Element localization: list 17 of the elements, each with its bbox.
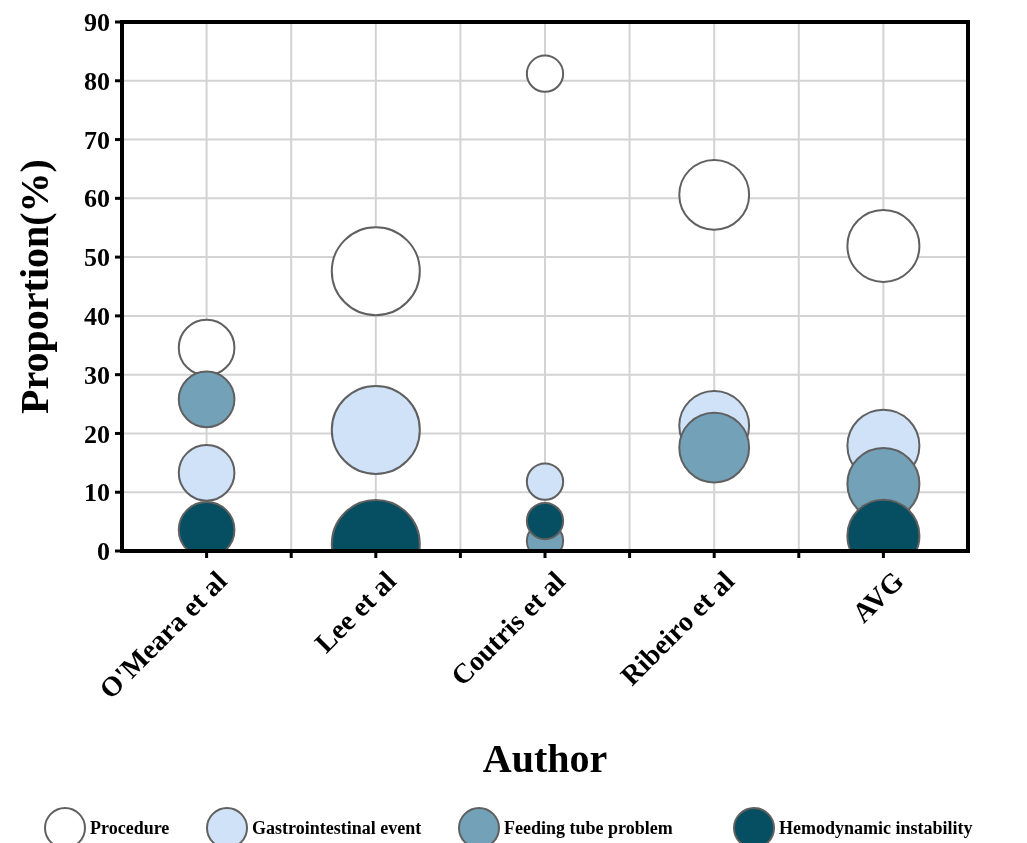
y-axis-title: Proportion(%) (12, 159, 57, 414)
legend-label: Hemodynamic instability (779, 818, 973, 839)
y-tick-label: 30 (84, 360, 110, 390)
legend-label: Gastrointestinal event (252, 818, 422, 839)
y-tick-label: 20 (84, 419, 110, 449)
y-tick-label: 0 (97, 537, 110, 567)
y-tick-label: 80 (84, 66, 110, 96)
y-tick-label: 10 (84, 478, 110, 508)
x-tick-label: Lee et al (308, 565, 403, 659)
y-tick-label: 40 (84, 301, 110, 331)
y-tick-label: 60 (84, 184, 110, 214)
y-tick-label: 70 (84, 125, 110, 155)
y-tick-label: 50 (84, 243, 110, 273)
legend-label: Procedure (90, 818, 170, 839)
y-tick-label: 90 (84, 8, 110, 38)
legend-label: Feeding tube problem (504, 818, 673, 839)
x-axis-title: Author (482, 736, 608, 781)
